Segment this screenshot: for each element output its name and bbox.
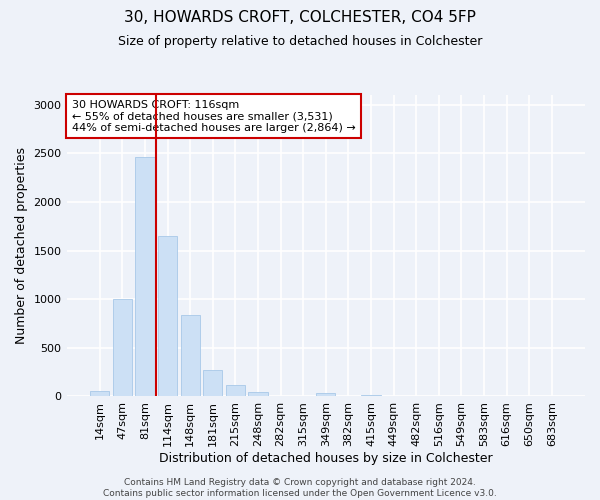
Bar <box>361 394 380 396</box>
Bar <box>248 392 268 396</box>
Bar <box>90 391 109 396</box>
Bar <box>136 157 155 396</box>
Y-axis label: Number of detached properties: Number of detached properties <box>15 147 28 344</box>
Bar <box>158 236 177 396</box>
Text: 30, HOWARDS CROFT, COLCHESTER, CO4 5FP: 30, HOWARDS CROFT, COLCHESTER, CO4 5FP <box>124 10 476 25</box>
Text: Contains HM Land Registry data © Crown copyright and database right 2024.
Contai: Contains HM Land Registry data © Crown c… <box>103 478 497 498</box>
Bar <box>203 370 223 396</box>
Bar <box>316 393 335 396</box>
Text: Size of property relative to detached houses in Colchester: Size of property relative to detached ho… <box>118 34 482 48</box>
Bar <box>113 299 132 396</box>
Text: 30 HOWARDS CROFT: 116sqm
← 55% of detached houses are smaller (3,531)
44% of sem: 30 HOWARDS CROFT: 116sqm ← 55% of detach… <box>72 100 355 132</box>
Bar <box>226 385 245 396</box>
Bar <box>181 316 200 396</box>
X-axis label: Distribution of detached houses by size in Colchester: Distribution of detached houses by size … <box>159 452 493 465</box>
